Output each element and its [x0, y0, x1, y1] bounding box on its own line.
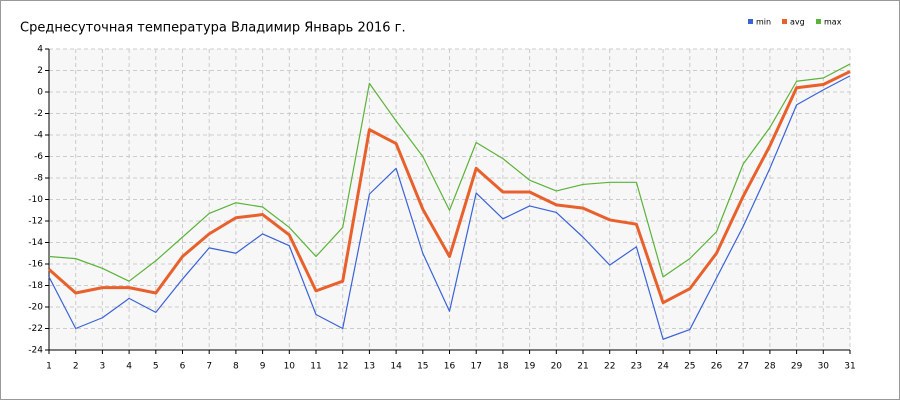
x-tick-label: 14 [390, 362, 402, 372]
y-tick-label: -16 [28, 260, 43, 270]
y-tick-label: -14 [28, 238, 43, 248]
x-tick-label: 31 [844, 362, 855, 372]
series-line [48, 70, 851, 305]
y-tick-label: 4 [37, 45, 43, 55]
x-tick-label: 17 [470, 362, 481, 372]
x-tick-label: 30 [818, 362, 830, 372]
legend-label: max [824, 18, 842, 27]
legend-swatch [816, 19, 821, 24]
x-tick-label: 1 [46, 362, 52, 372]
series-line [48, 63, 851, 282]
x-tick-label: 24 [657, 362, 669, 372]
x-tick-label: 13 [364, 362, 375, 372]
x-tick-label: 4 [126, 362, 132, 372]
x-tick-label: 2 [73, 362, 79, 372]
y-tick-label: -8 [34, 174, 43, 184]
x-tick-label: 29 [791, 362, 803, 372]
x-tick-label: 22 [604, 362, 615, 372]
x-tick-label: 6 [180, 362, 186, 372]
chart-title: Среднесуточная температура Владимир Янва… [20, 21, 406, 36]
x-tick-label: 8 [233, 362, 239, 372]
x-tick-label: 19 [524, 362, 536, 372]
x-tick-label: 26 [711, 362, 723, 372]
series-line [48, 75, 851, 340]
x-tick-label: 7 [206, 362, 212, 372]
x-tick-label: 9 [260, 362, 266, 372]
y-tick-label: -20 [28, 303, 43, 313]
y-tick-label: -24 [28, 346, 43, 356]
y-tick-label: -2 [34, 109, 43, 119]
x-tick-label: 5 [153, 362, 159, 372]
x-tick-label: 25 [684, 362, 695, 372]
x-tick-label: 21 [577, 362, 588, 372]
legend-swatch [748, 19, 753, 24]
x-tick-label: 3 [100, 362, 106, 372]
x-tick-label: 15 [417, 362, 428, 372]
y-tick-label: -18 [28, 281, 43, 291]
y-tick-label: -12 [28, 217, 43, 227]
y-tick-label: -22 [28, 324, 43, 334]
x-tick-label: 23 [631, 362, 642, 372]
x-tick-label: 20 [551, 362, 563, 372]
x-tick-label: 16 [444, 362, 456, 372]
y-tick-label: 2 [37, 66, 43, 76]
legend-swatch [782, 19, 787, 24]
x-tick-label: 10 [284, 362, 296, 372]
x-tick-label: 18 [497, 362, 509, 372]
legend-label: avg [790, 18, 805, 27]
y-tick-label: -10 [28, 195, 43, 205]
y-tick-label: 0 [37, 88, 43, 98]
y-tick-label: -6 [34, 152, 43, 162]
legend-label: min [756, 18, 771, 27]
x-tick-label: 11 [310, 362, 321, 372]
x-tick-label: 28 [764, 362, 776, 372]
x-tick-label: 12 [337, 362, 348, 372]
x-tick-label: 27 [737, 362, 748, 372]
y-tick-label: -4 [34, 131, 43, 141]
